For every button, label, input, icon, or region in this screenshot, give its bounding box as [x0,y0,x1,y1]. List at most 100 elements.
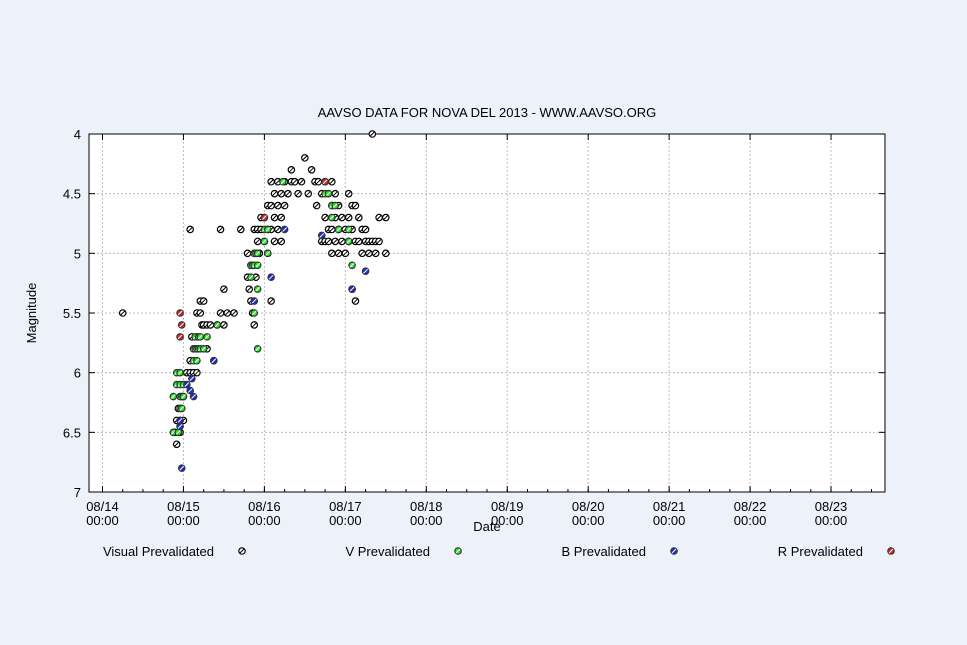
visual-prevalidated-point [216,225,225,234]
visual-prevalidated-point [245,285,254,293]
visual-prevalidated-point [206,321,215,329]
visual-prevalidated-point [314,177,323,186]
visual-prevalidated-point [328,225,336,234]
v-prevalidated-point [250,309,259,317]
y-tick-label: 5.5 [63,306,81,321]
y-tick-label: 6.5 [63,425,81,440]
v-prevalidated-point [331,201,340,210]
visual-prevalidated-point [270,189,279,198]
visual-prevalidated-point [267,201,275,210]
legend-marker-b-prevalidated [670,547,678,555]
visual-prevalidated-point [324,237,333,246]
visual-prevalidated-point [344,213,353,222]
x-tick-label-date: 08/19 [491,499,524,514]
visual-prevalidated-point [193,368,201,377]
v-prevalidated-point [193,356,201,365]
visual-prevalidated-point [243,249,252,258]
b-prevalidated-point [186,386,194,395]
v-prevalidated-point [334,225,343,234]
v-prevalidated-point [344,225,353,234]
b-prevalidated-point [188,374,196,383]
visual-prevalidated-point [334,249,343,258]
visual-prevalidated-point [371,249,380,258]
r-prevalidated-point [321,177,329,186]
r-prevalidated-point [176,309,184,317]
x-axis-label: Date [473,519,500,534]
x-tick-label-date: 08/20 [572,499,605,514]
visual-prevalidated-point [331,189,340,198]
v-prevalidated-point [213,321,221,329]
v-prevalidated-point [179,392,188,401]
visual-prevalidated-point [277,189,286,198]
legend-label-visual-prevalidated: Visual Prevalidated [103,544,214,559]
b-prevalidated-point [209,356,218,365]
b-prevalidated-point [183,380,191,389]
x-tick-label-date: 08/14 [86,499,119,514]
visual-prevalidated-point [375,237,383,246]
b-prevalidated-point [267,273,275,282]
legend-label-b-prevalidated: B Prevalidated [561,544,646,559]
x-tick-label-time: 00:00 [329,513,362,528]
visual-prevalidated-point [338,213,346,222]
x-tick-label-date: 08/23 [815,499,848,514]
v-prevalidated-point [203,333,211,341]
x-tick-label-time: 00:00 [653,513,686,528]
v-prevalidated-point [328,213,336,222]
visual-prevalidated-point [355,237,363,246]
v-prevalidated-point [253,261,262,270]
r-prevalidated-point [260,213,269,222]
visual-prevalidated-point [338,237,346,246]
visual-prevalidated-point [253,237,262,246]
visual-prevalidated-point [351,201,360,210]
visual-prevalidated-point [351,297,360,305]
x-tick-label-time: 00:00 [572,513,605,528]
x-tick-label-time: 00:00 [410,513,443,528]
visual-prevalidated-point [368,130,377,138]
v-prevalidated-point [344,237,353,246]
v-prevalidated-point [263,225,272,234]
visual-prevalidated-point [321,213,329,222]
r-prevalidated-point [176,333,184,341]
visual-prevalidated-point [290,177,299,186]
v-prevalidated-point [263,249,272,258]
v-prevalidated-point [253,285,262,293]
b-prevalidated-point [176,422,184,431]
visual-prevalidated-point [365,249,373,258]
legend-label-r-prevalidated: R Prevalidated [778,544,863,559]
legend-label-v-prevalidated: V Prevalidated [345,544,430,559]
v-prevalidated-point [253,249,262,258]
visual-prevalidated-point [284,189,292,198]
visual-prevalidated-point [382,213,390,222]
v-prevalidated-point [324,189,333,198]
visual-prevalidated-point [304,189,313,198]
v-prevalidated-point [169,392,178,401]
v-prevalidated-point [348,261,356,270]
y-tick-label: 7 [74,485,81,500]
visual-prevalidated-point [250,321,259,329]
x-tick-label-time: 00:00 [491,513,524,528]
visual-prevalidated-point [277,213,286,222]
visual-prevalidated-point [223,309,232,317]
x-tick-label-time: 00:00 [248,513,281,528]
legend: Visual Prevalidated V Prevalidated B Preva… [103,544,895,559]
visual-prevalidated-point [297,177,306,186]
visual-prevalidated-point [274,201,282,210]
visual-prevalidated-point [186,225,194,234]
b-prevalidated-point [250,297,259,305]
y-axis-label: Magnitude [24,283,39,344]
v-prevalidated-point [177,404,186,413]
visual-prevalidated-point [236,225,245,234]
visual-prevalidated-point [274,225,282,234]
y-tick-label: 4 [74,127,81,142]
visual-prevalidated-point [216,309,225,317]
visual-prevalidated-point [118,309,127,317]
visual-prevalidated-point [328,177,336,186]
visual-prevalidated-point [287,166,296,174]
x-tick-label-date: 08/15 [167,499,200,514]
visual-prevalidated-point [301,154,309,162]
v-prevalidated-point [174,428,183,437]
x-tick-label-date: 08/21 [653,499,686,514]
legend-marker-v-prevalidated [454,547,462,555]
visual-prevalidated-point [358,249,367,258]
